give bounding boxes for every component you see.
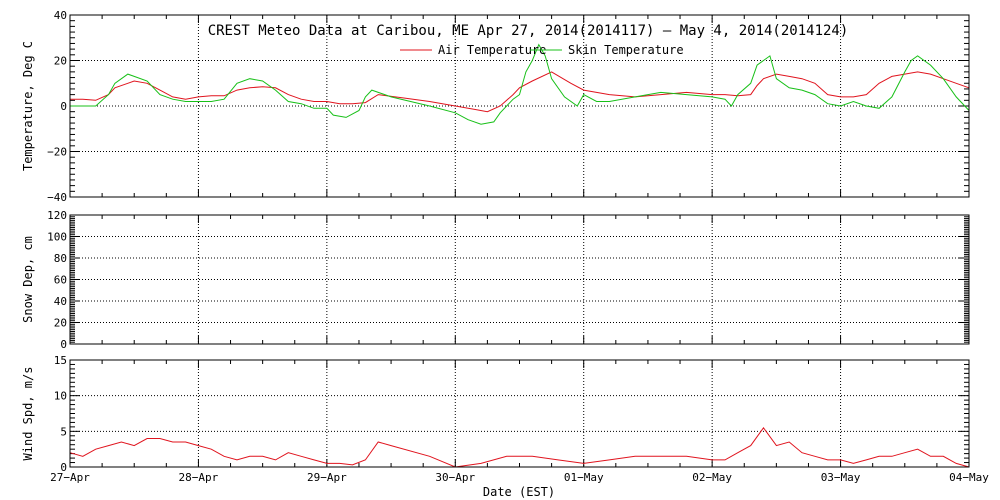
y-tick-label: 40 <box>54 295 67 308</box>
y-axis-label: Temperature, Deg C <box>21 41 35 171</box>
legend-skin-label: Skin Temperature <box>568 43 684 57</box>
panel-2: 15 10 5 027−Apr 28−Apr 29−Apr 30−Apr 01−May 02−M… <box>21 354 989 484</box>
y-tick-label: 80 <box>54 252 67 265</box>
y-tick-label: 0 <box>60 100 67 113</box>
y-tick-label: 0 <box>60 461 67 474</box>
y-tick-label: 0 <box>60 338 67 351</box>
x-tick-label: 03−May <box>821 471 861 484</box>
plot-frame <box>69 14 970 198</box>
x-tick-label: 01−May <box>564 471 604 484</box>
series-line-0-1 <box>70 43 970 125</box>
y-tick-label: 15 <box>54 354 67 367</box>
y-tick-label: 10 <box>54 390 67 403</box>
series-line-2-0 <box>69 426 970 468</box>
y-tick-label: 60 <box>54 274 67 287</box>
y-tick-label: 20 <box>54 55 67 68</box>
panel-1: 120 100 80 60 40 20 0 Snow Dep, cm <box>21 209 970 351</box>
y-tick-label: −40 <box>47 191 67 204</box>
y-tick-label: −20 <box>47 146 67 159</box>
x-axis-label: Date (EST) <box>483 485 555 499</box>
panel-0: 40 20 0 −20 −40 Temperature, Deg C <box>21 9 970 204</box>
plot-frame <box>69 359 970 468</box>
legend-air-label: Air Temperature <box>438 43 546 57</box>
plot-frame <box>69 214 970 345</box>
y-tick-label: 20 <box>54 317 67 330</box>
y-tick-label: 5 <box>60 425 67 438</box>
y-tick-label: 100 <box>47 231 67 244</box>
x-tick-label: 27−Apr <box>50 471 90 484</box>
y-tick-label: 120 <box>47 209 67 222</box>
chart-title: CREST Meteo Data at Caribou, ME Apr 27, … <box>208 23 849 39</box>
x-tick-label: 02−May <box>692 471 732 484</box>
y-tick-label: 40 <box>54 9 67 22</box>
x-tick-label: 30−Apr <box>435 471 475 484</box>
y-axis-label: Snow Dep, cm <box>21 236 35 323</box>
series-line-0-0 <box>70 71 970 113</box>
x-tick-label: 04−May <box>949 471 989 484</box>
legend: Air Temperature Skin Temperature <box>400 43 684 57</box>
x-tick-label: 29−Apr <box>307 471 347 484</box>
x-tick-label: 28−Apr <box>179 471 219 484</box>
y-axis-label: Wind Spd, m/s <box>21 367 35 461</box>
